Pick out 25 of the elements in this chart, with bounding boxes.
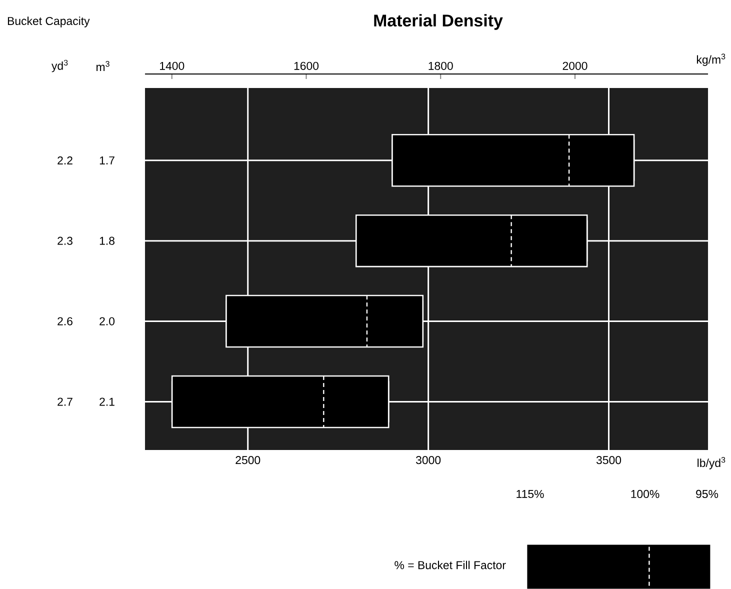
y2-tick-label: 1.8: [100, 236, 114, 245]
text: 115%: [516, 490, 544, 498]
chart-title: Material Density: [374, 14, 503, 30]
y2-tick-label: 2.1: [100, 398, 114, 406]
x-tick-label: 3000: [416, 456, 441, 464]
x2-tick-label: 1800: [428, 62, 453, 70]
x-tick-label: 3500: [596, 456, 622, 464]
y2-tick-label: 1.7: [100, 156, 114, 164]
text: 95%: [696, 490, 718, 498]
x2-tick-label: 2000: [562, 62, 588, 70]
text: 100%: [631, 490, 660, 498]
x2-tick-label: 1400: [160, 62, 184, 70]
text: m$^{3}$: [96, 61, 110, 71]
y-tick-label: 2.3: [58, 236, 72, 245]
y-tick-label: 2.2: [58, 156, 72, 164]
x-tick-label: 2500: [236, 456, 260, 464]
text: % = Bucket Fill Factor: [394, 560, 506, 570]
y-axis-title: Bucket Capacity: [8, 16, 90, 28]
y-tick-label: 2.6: [58, 317, 72, 326]
x2-tick-label: 1600: [294, 62, 319, 70]
y-tick-label: 2.7: [58, 398, 72, 406]
y2-tick-label: 2.0: [100, 317, 115, 326]
x2-axis-title: kg/m$^{3}$: [696, 54, 726, 66]
text: yd$^{3}$: [52, 60, 68, 72]
x-axis-title: lb/yd$^{3}$: [698, 457, 726, 470]
